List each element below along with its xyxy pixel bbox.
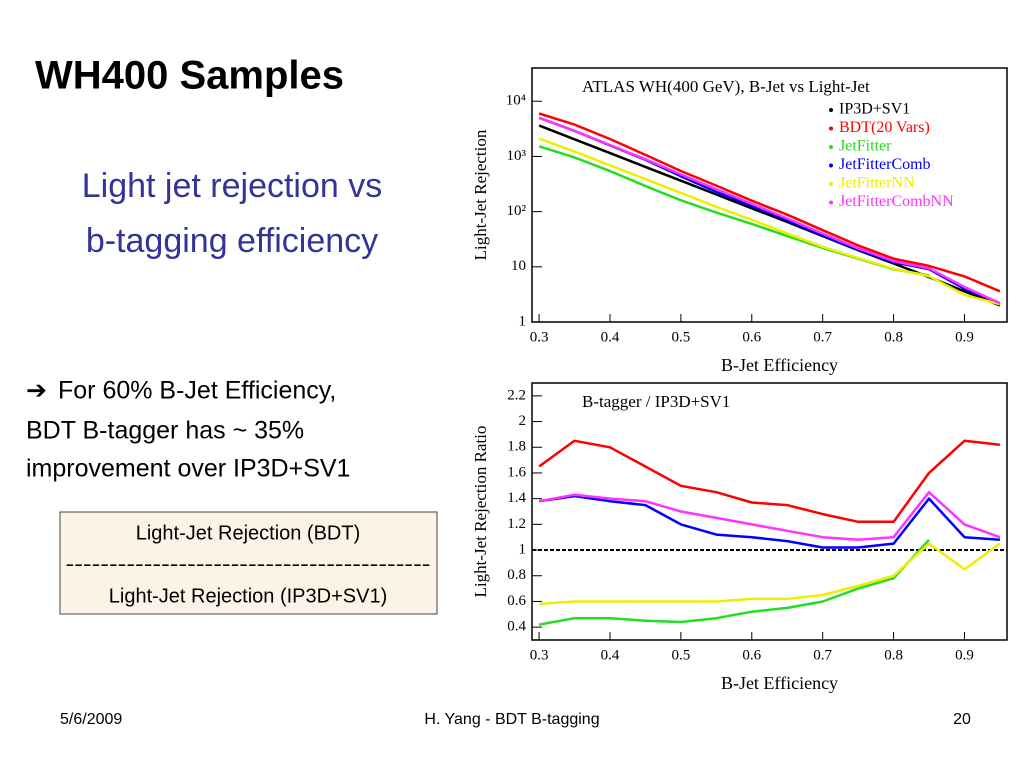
y-tick-label: 0.6 [507,593,526,609]
x-tick-label: 0.8 [884,329,903,345]
legend-marker [829,200,833,205]
x-tick-label: 0.4 [601,329,620,345]
legend-label: JetFitterNN [839,175,915,192]
series-line [538,112,1001,293]
series-line [538,116,1001,305]
legend-label: JetFitterCombNN [839,193,954,210]
series-line [538,494,1000,549]
legend-marker [829,182,833,186]
x-tick-label: 0.3 [530,647,549,663]
x-tick-label: 0.6 [742,329,761,345]
legend-label: JetFitter [839,138,892,155]
y-tick-label: 1 [519,541,527,557]
subtitle: b-tagging efficiency [86,222,378,260]
legend-label: BDT(20 Vars) [839,119,930,136]
chart-title: ATLAS WH(400 GeV), B-Jet vs Light-Jet [582,77,870,96]
x-tick-label: 0.7 [813,647,832,663]
x-axis-label: B-Jet Efficiency [721,355,838,375]
legend-marker [829,163,833,168]
x-axis-label: B-Jet Efficiency [721,673,838,693]
x-tick-label: 0.4 [601,647,620,663]
plot-frame [531,382,1008,641]
legend-marker [829,145,833,149]
y-tick-label: 1 [519,313,527,329]
arrow-icon: ➔ [26,377,47,405]
y-tick-label: 1.2 [507,516,526,532]
formula-box [59,511,438,615]
series-line [538,137,1001,306]
y-tick-label: 1.4 [507,490,526,506]
x-tick-label: 0.9 [955,647,974,663]
footer-page: 20 [953,711,971,728]
x-tick-label: 0.5 [672,647,691,663]
y-tick-label: 0.4 [507,619,526,635]
y-tick-label: 2 [519,413,527,429]
chart-title: B-tagger / IP3D+SV1 [582,392,730,411]
y-tick-label: 10⁴ [506,93,526,109]
note: For 60% B-Jet Efficiency, [58,377,336,405]
y-axis-label: Light-Jet Rejection [471,129,490,260]
y-axis-label: Light-Jet Rejection Ratio [471,426,490,598]
slide-title: WH400 Samples [35,54,344,98]
y-tick-label: 1.6 [507,464,526,480]
legend-marker [829,108,833,112]
footer-date: 5/6/2009 [60,711,122,728]
legend-label: JetFitterComb [839,156,931,173]
series-line [538,439,1001,524]
y-tick-label: 10 [511,258,526,274]
legend-label: IP3D+SV1 [839,101,910,118]
y-tick-label: 10³ [507,148,527,164]
legend-marker [829,126,833,131]
x-tick-label: 0.9 [955,329,974,345]
x-tick-label: 0.6 [742,647,761,663]
y-tick-label: 10² [507,203,527,219]
formula-numerator: Light-Jet Rejection (BDT) [136,522,361,544]
y-tick-label: 1.8 [507,439,526,455]
note: improvement over IP3D+SV1 [26,455,350,483]
y-tick-label: 0.8 [507,567,526,583]
x-tick-label: 0.3 [530,329,549,345]
plot-frame [531,67,1008,323]
subtitle: Light jet rejection vs [82,167,383,205]
series-line [538,538,930,626]
formula-denominator: Light-Jet Rejection (IP3D+SV1) [109,585,387,607]
x-tick-label: 0.7 [813,329,832,345]
x-tick-label: 0.8 [884,647,903,663]
x-tick-label: 0.5 [672,329,691,345]
footer-center: H. Yang - BDT B-tagging [424,711,599,728]
series-line [539,542,1001,606]
y-tick-label: 2.2 [507,387,526,403]
note: BDT B-tagger has ~ 35% [26,417,304,445]
formula-bar: ----------------------------------------… [66,553,431,575]
series-line [538,490,1001,542]
